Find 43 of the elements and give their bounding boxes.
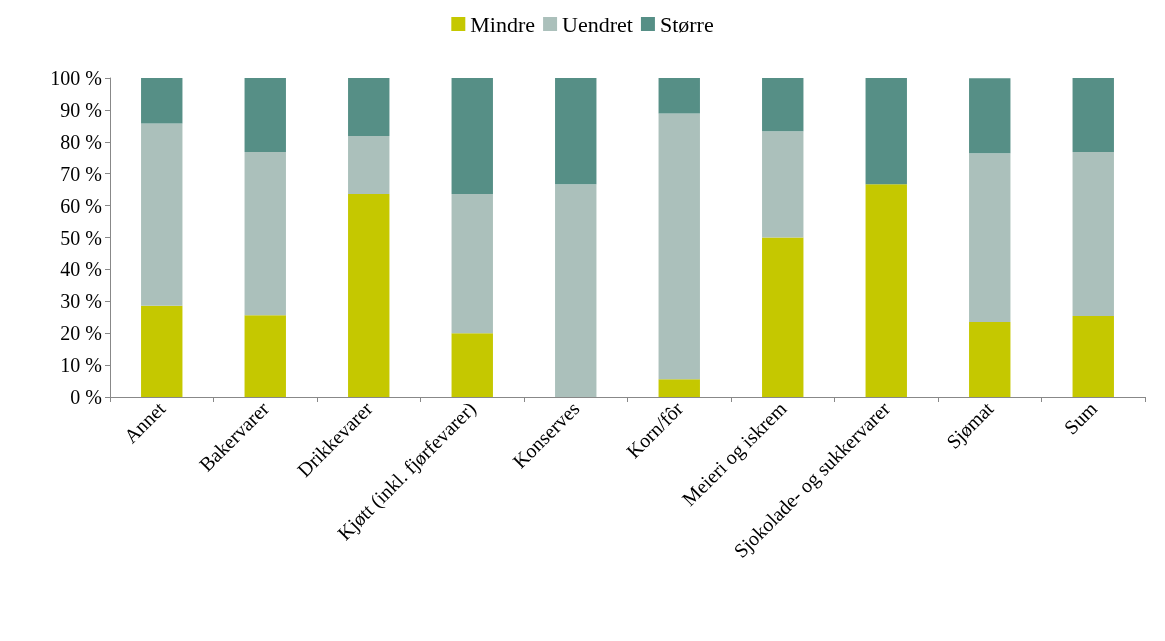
legend-label: Mindre [470,11,536,37]
y-tick-label: 30 % [60,290,102,313]
bar [451,78,493,195]
y-tick-label: 60 % [60,194,102,217]
bar [762,237,804,397]
bar [451,333,493,397]
y-tick-label: 100 % [50,67,102,89]
bar [555,184,597,397]
bar [244,315,286,397]
y-tick-label: 70 % [60,162,102,185]
bar [244,152,286,316]
bar [969,322,1011,397]
legend-label: Større [659,11,714,37]
bar [348,194,390,397]
bar [658,78,700,114]
bar [141,78,183,124]
x-tick-label: Sum [1059,396,1102,439]
bar [1072,315,1114,397]
bar [762,131,804,238]
y-tick-label: 0 % [70,386,102,408]
y-tick-label: 80 % [60,130,102,153]
bar [658,113,700,380]
bar [555,78,597,185]
bar [348,78,390,137]
bar [1072,78,1114,153]
bar [969,153,1011,323]
bar [969,78,1011,154]
legend-label: Uendret [562,11,633,37]
bar [865,184,907,397]
bar [141,305,183,397]
y-tick-label: 40 % [60,258,102,281]
y-tick-label: 10 % [60,354,102,377]
bar [451,194,493,334]
bar [244,78,286,153]
bar [762,78,804,132]
bar [658,379,700,397]
bar [1072,152,1114,316]
y-tick-label: 90 % [60,98,102,121]
bar [141,123,183,306]
bar [865,78,907,185]
y-tick-label: 50 % [60,226,102,249]
bar [348,136,390,195]
y-tick-label: 20 % [60,322,102,345]
